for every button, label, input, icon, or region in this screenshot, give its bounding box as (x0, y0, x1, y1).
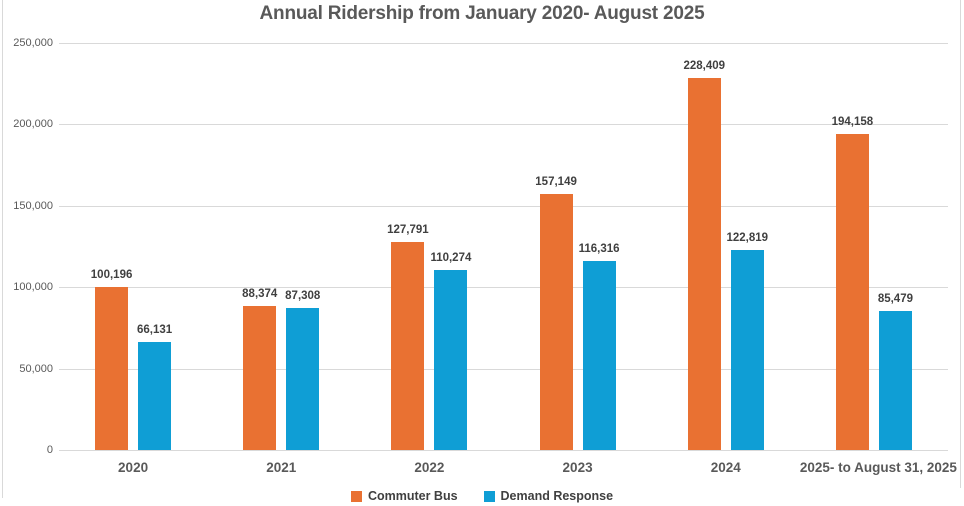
bar-commuter-bus-2021 (243, 306, 277, 450)
x-axis-line (59, 450, 948, 451)
legend-item-commuter-bus: Commuter Bus (350, 489, 458, 503)
gridline (59, 368, 948, 370)
bar-demand-response-2021 (286, 308, 320, 450)
x-axis-label-2020: 2020 (118, 460, 149, 475)
x-axis-label-2025-to-august-31-2025: 2025- to August 31, 2025 (799, 460, 957, 475)
legend: Commuter Bus Demand Response (0, 487, 964, 505)
data-label-commuter-bus-2021: 88,374 (242, 288, 278, 300)
x-axis-label-2023: 2023 (562, 460, 593, 475)
y-axis-tick-label: 200,000 (13, 118, 53, 131)
x-axis-label-2022: 2022 (414, 460, 445, 475)
gridline (59, 124, 948, 126)
y-axis-tick-label: 250,000 (13, 37, 53, 49)
y-axis-tick-label: 50,000 (19, 362, 53, 375)
legend-label: Demand Response (500, 489, 614, 503)
data-label-demand-response-2022: 110,274 (430, 252, 472, 264)
data-label-demand-response-2021: 87,308 (285, 290, 321, 302)
chart-border-right (960, 0, 961, 488)
data-label-commuter-bus-2020: 100,196 (90, 269, 133, 281)
bar-commuter-bus-2023 (539, 194, 573, 450)
x-axis-label-2024: 2024 (710, 460, 741, 475)
data-label-demand-response-2024: 122,819 (726, 232, 769, 244)
data-label-commuter-bus-2023: 157,149 (535, 176, 577, 188)
bar-commuter-bus-2022 (391, 242, 425, 450)
data-label-commuter-bus-2024: 228,409 (683, 60, 726, 72)
legend-item-demand-response: Demand Response (483, 489, 614, 503)
bar-commuter-bus-2020 (95, 287, 129, 450)
bar-commuter-bus-2025-to-august-31-2025 (835, 134, 869, 450)
bar-demand-response-2022 (434, 270, 468, 450)
y-axis-tick-label: 0 (46, 444, 53, 456)
legend-swatch-commuter-bus (350, 490, 362, 502)
legend-label: Commuter Bus (367, 489, 458, 503)
data-label-demand-response-2023: 116,316 (578, 243, 620, 255)
data-label-demand-response-2025-to-august-31-2025: 85,479 (877, 293, 913, 305)
bar-commuter-bus-2024 (687, 78, 721, 450)
gridline (59, 43, 948, 44)
y-axis-tick-label: 150,000 (13, 199, 53, 212)
bar-demand-response-2023 (582, 261, 616, 450)
data-label-commuter-bus-2025-to-august-31-2025: 194,158 (831, 116, 874, 128)
y-axis-tick-label: 100,000 (13, 281, 53, 294)
legend-swatch-demand-response (483, 490, 495, 502)
chart-title: Annual Ridership from January 2020- Augu… (259, 3, 705, 24)
gridline (59, 205, 948, 207)
gridline (59, 287, 948, 289)
bar-demand-response-2024 (730, 250, 764, 450)
data-label-demand-response-2020: 66,131 (136, 324, 173, 336)
bar-demand-response-2025-to-august-31-2025 (878, 311, 912, 450)
x-axis-label-2021: 2021 (266, 460, 297, 475)
bar-demand-response-2020 (138, 342, 172, 450)
chart-border-left (2, 0, 3, 498)
data-label-commuter-bus-2022: 127,791 (387, 224, 429, 236)
